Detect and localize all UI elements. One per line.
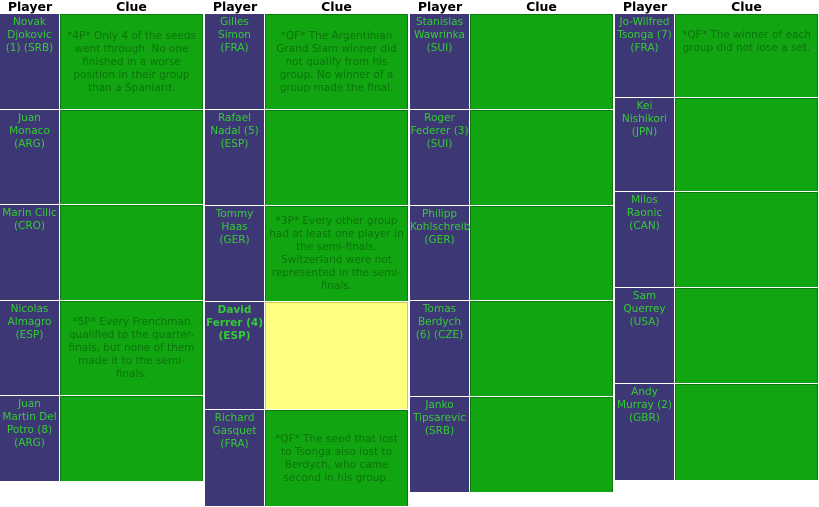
table-row: Tommy Haas (GER) *3P* Every other group h… bbox=[205, 206, 408, 302]
clue-cell[interactable]: *QF* The seed that lost to Tsonga also l… bbox=[265, 410, 408, 506]
player-header: Player bbox=[7, 0, 53, 14]
clue-text: *QF* The winner of each group did not lo… bbox=[682, 29, 811, 54]
table-row: David Ferrer (4) (ESP) bbox=[205, 302, 408, 410]
table-row: Rafael Nadal (5) (ESP) bbox=[205, 110, 408, 206]
clue-cell-selected[interactable] bbox=[265, 302, 408, 409]
player-cell: Stanislas Wawrinka (SUI) bbox=[410, 14, 469, 109]
table-row: Andy Murray (2) (GBR) bbox=[615, 384, 818, 481]
clue-cell[interactable]: *3P* Every other group had at least one … bbox=[265, 206, 408, 301]
clue-cell[interactable] bbox=[470, 14, 613, 109]
clue-cell[interactable] bbox=[470, 110, 613, 205]
table-row: Kei Nishikori (JPN) bbox=[615, 98, 818, 192]
table-row: Novak Djokovic (1) (SRB) *4P* Only 4 of t… bbox=[0, 14, 203, 110]
table-row: Gilles Simon (FRA) *QF* The Argentinian G… bbox=[205, 14, 408, 110]
player-cell: Milos Raonic (CAN) bbox=[615, 192, 674, 287]
player-cell: Roger Federer (3) (SUI) bbox=[410, 110, 469, 205]
player-header: Player bbox=[417, 0, 463, 14]
table-row: Janko Tipsarevic (SRB) bbox=[410, 397, 613, 493]
player-cell: Jo-Wilfred Tsonga (7) (FRA) bbox=[615, 14, 674, 97]
player-cell: Kei Nishikori (JPN) bbox=[615, 98, 674, 191]
clue-cell[interactable]: *5P* Every Frenchman qualified to the qu… bbox=[60, 301, 203, 395]
player-cell: Novak Djokovic (1) (SRB) bbox=[0, 14, 59, 109]
clue-cell[interactable] bbox=[675, 384, 818, 480]
clue-header: Clue bbox=[321, 0, 352, 14]
clue-text: *5P* Every Frenchman qualified to the qu… bbox=[68, 316, 195, 380]
table-row: Jo-Wilfred Tsonga (7) (FRA) *QF* The winn… bbox=[615, 14, 818, 98]
clue-cell[interactable] bbox=[470, 206, 613, 300]
clue-cell[interactable] bbox=[265, 110, 408, 205]
player-cell: Marin Cilic (CRO) bbox=[0, 205, 59, 300]
clue-cell[interactable] bbox=[60, 205, 203, 300]
clue-cell[interactable] bbox=[470, 301, 613, 396]
player-cell: Nicolas Almagro (ESP) bbox=[0, 301, 59, 395]
clue-text: *3P* Every other group had at least one … bbox=[269, 215, 404, 292]
player-header: Player bbox=[212, 0, 258, 14]
clue-text: *QF* The Argentinian Grand Slam winner d… bbox=[276, 29, 397, 94]
table-row: Juan Monaco (ARG) bbox=[0, 110, 203, 205]
player-cell: David Ferrer (4) (ESP) bbox=[205, 302, 264, 409]
table-row: Marin Cilic (CRO) bbox=[0, 205, 203, 301]
clue-cell[interactable] bbox=[675, 98, 818, 191]
clue-cell[interactable]: *QF* The Argentinian Grand Slam winner d… bbox=[265, 14, 408, 109]
clue-cell[interactable] bbox=[60, 110, 203, 204]
clue-header: Clue bbox=[116, 0, 147, 14]
clue-cell[interactable]: *4P* Only 4 of the seeds went through. N… bbox=[60, 14, 203, 109]
table-row: Sam Querrey (USA) bbox=[615, 288, 818, 384]
clue-text: *4P* Only 4 of the seeds went through. N… bbox=[67, 29, 196, 94]
clue-header: Clue bbox=[526, 0, 557, 14]
table-row: Juan Martin Del Potro (8) (ARG) bbox=[0, 396, 203, 482]
table-row: Tomas Berdych (6) (CZE) bbox=[410, 301, 613, 397]
player-cell: Tomas Berdych (6) (CZE) bbox=[410, 301, 469, 396]
table-row: Richard Gasquet (FRA) *QF* The seed that … bbox=[205, 410, 408, 507]
player-cell: Andy Murray (2) (GBR) bbox=[615, 384, 674, 480]
player-cell: Richard Gasquet (FRA) bbox=[205, 410, 264, 506]
clue-header: Clue bbox=[731, 0, 762, 14]
clue-cell[interactable]: *QF* The winner of each group did not lo… bbox=[675, 14, 818, 97]
player-cell: Tommy Haas (GER) bbox=[205, 206, 264, 301]
table-row: Philipp Kohlschreiber (GER) bbox=[410, 206, 613, 301]
table-row: Nicolas Almagro (ESP) *5P* Every Frenchma… bbox=[0, 301, 203, 396]
clue-cell[interactable] bbox=[675, 192, 818, 287]
table-row: Roger Federer (3) (SUI) bbox=[410, 110, 613, 206]
player-cell: Sam Querrey (USA) bbox=[615, 288, 674, 383]
player-cell: Janko Tipsarevic (SRB) bbox=[410, 397, 469, 492]
clue-cell[interactable] bbox=[675, 288, 818, 383]
clue-cell[interactable] bbox=[60, 396, 203, 481]
player-cell: Juan Monaco (ARG) bbox=[0, 110, 59, 204]
player-cell: Rafael Nadal (5) (ESP) bbox=[205, 110, 264, 205]
clue-text: *QF* The seed that lost to Tsonga also l… bbox=[275, 432, 398, 484]
player-cell: Gilles Simon (FRA) bbox=[205, 14, 264, 109]
player-cell: Juan Martin Del Potro (8) (ARG) bbox=[0, 396, 59, 481]
player-header: Player bbox=[622, 0, 668, 14]
player-cell: Philipp Kohlschreiber (GER) bbox=[410, 206, 481, 300]
clue-cell[interactable] bbox=[470, 397, 613, 492]
table-row: Milos Raonic (CAN) bbox=[615, 192, 818, 288]
table-row: Stanislas Wawrinka (SUI) bbox=[410, 14, 613, 110]
